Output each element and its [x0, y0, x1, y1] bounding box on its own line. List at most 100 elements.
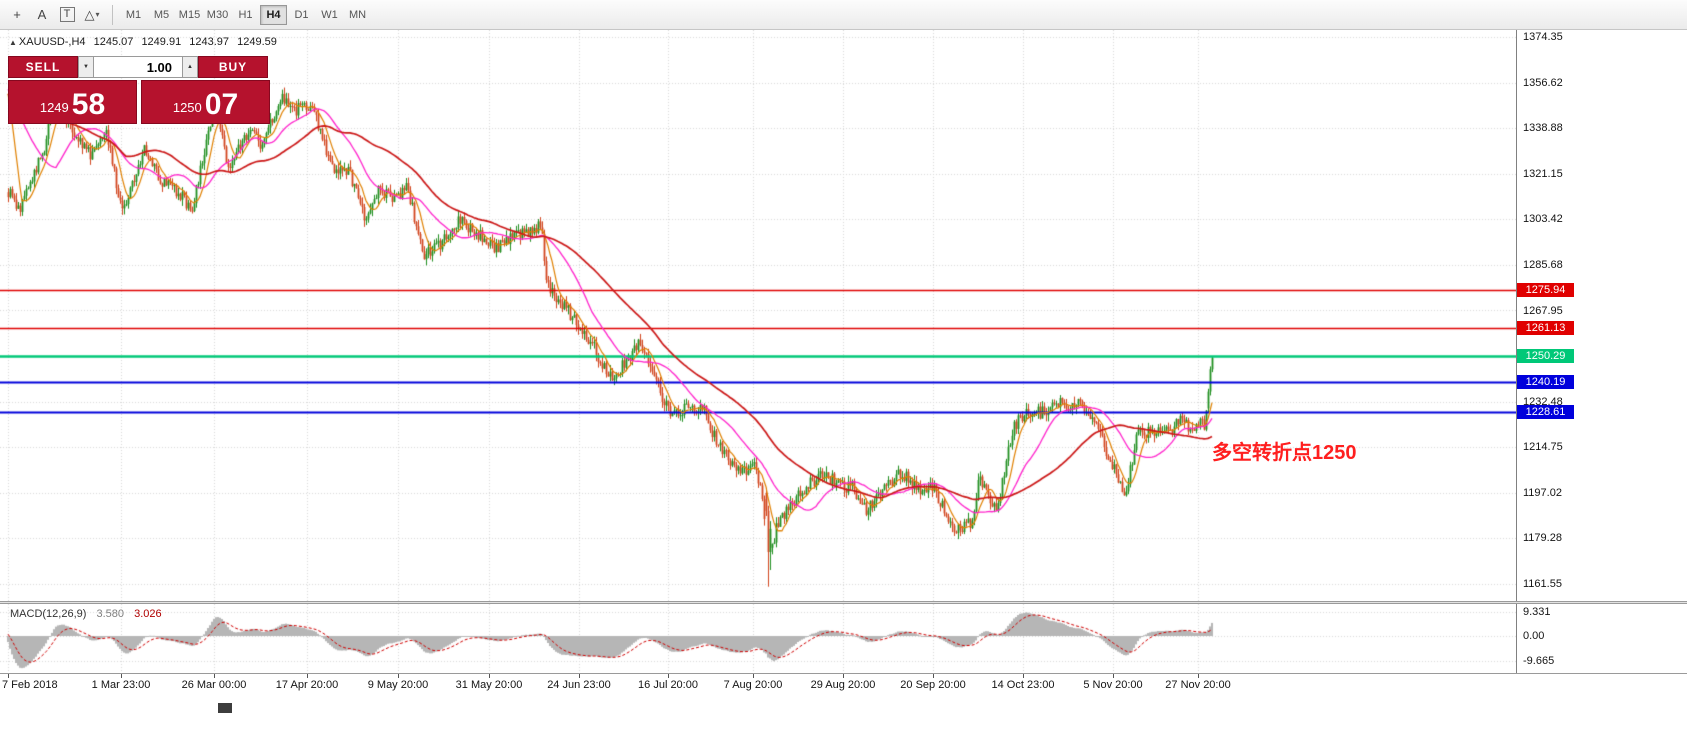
price-scale-tick-label: 1338.88 [1523, 122, 1563, 135]
timeframe-button-H4[interactable]: H4 [260, 4, 287, 25]
time-axis-tick [753, 674, 754, 678]
macd-main-value: 3.580 [96, 608, 125, 620]
price-scale-tick-label: 1303.42 [1523, 213, 1563, 226]
price-level-label-support: 1240.19 [1517, 374, 1574, 389]
ask-price-big-digits: 07 [204, 88, 239, 121]
time-axis-tick [398, 674, 399, 678]
buy-button[interactable]: BUY [198, 56, 268, 78]
timeframe-toolbar: M1 M5 M15 M30 H1 H4 D1 W1 MN [120, 4, 372, 25]
time-axis[interactable]: 7 Feb 2018 1 Mar 23:00 26 Mar 00:00 17 Apr … [0, 674, 1687, 696]
panel-separator[interactable] [0, 601, 1687, 604]
time-axis-label: 9 May 20:00 [367, 679, 429, 691]
timeframe-button-M1[interactable]: M1 [120, 5, 147, 25]
time-axis-tick [843, 674, 844, 678]
chevron-up-icon: ▲ [187, 64, 193, 70]
time-axis-tick [668, 674, 669, 678]
quote-header: ▲ XAUUSD-,H4 1245.07 1249.91 1243.97 1249… [9, 36, 282, 48]
crosshair-icon-glyph: + [13, 7, 21, 22]
timeframe-button-M5[interactable]: M5 [148, 5, 175, 25]
price-scale-tick-label: 1374.35 [1523, 31, 1563, 43]
time-axis-label: 17 Apr 20:00 [275, 679, 339, 691]
macd-signal-value: 3.026 [134, 608, 162, 620]
bottom-strip [0, 696, 1687, 752]
time-axis-tick [8, 674, 9, 678]
time-axis-label: 20 Sep 20:00 [900, 679, 966, 691]
candlestick-chart-canvas[interactable] [0, 30, 1516, 601]
timeframe-button-D1[interactable]: D1 [288, 5, 315, 25]
timeframe-button-W1[interactable]: W1 [316, 5, 343, 25]
price-scale[interactable] [1516, 30, 1687, 696]
toolbar: + A T △ ▾ M1 M5 M15 M30 H1 H4 D1 W1 MN [0, 0, 1687, 30]
time-axis-tick [1023, 674, 1024, 678]
timeframe-button-H1[interactable]: H1 [232, 5, 259, 25]
time-axis-label: 7 Aug 20:00 [723, 679, 783, 691]
price-scale-tick-label: 1179.28 [1523, 532, 1562, 545]
line-studies-toolbar: + A T △ ▾ [5, 3, 105, 27]
time-axis-tick [307, 674, 308, 678]
ask-price-prefix: 1250 [172, 100, 202, 115]
ask-price-display[interactable]: 1250 07 [141, 80, 270, 124]
bid-price-prefix: 1249 [39, 100, 69, 115]
dropdown-arrow-icon: ▾ [95, 10, 100, 19]
price-scale-tick-label: 1197.02 [1523, 486, 1562, 499]
time-axis-label: 24 Jun 23:00 [547, 679, 611, 691]
chart-text-annotation: 多空转折点1250 [1212, 442, 1357, 464]
text-box-icon-glyph: T [59, 7, 75, 22]
price-scale-tick-label: 1356.62 [1523, 76, 1563, 89]
toolbar-separator [112, 4, 113, 25]
close-value: 1249.59 [237, 36, 277, 48]
price-scale-tick-label: 1267.95 [1523, 304, 1563, 317]
time-axis-label: 26 Mar 00:00 [181, 679, 247, 691]
axis-separator [0, 673, 1687, 674]
bid-price-big-digits: 58 [71, 88, 106, 121]
trend-up-icon: ▲ [9, 38, 17, 47]
price-scale-tick-label: 1321.15 [1523, 167, 1563, 180]
time-axis-tick [121, 674, 122, 678]
text-label-icon[interactable]: A [30, 3, 54, 27]
macd-indicator-label: MACD(12,26,9) 3.580 3.026 [10, 608, 162, 620]
timeframe-button-M30[interactable]: M30 [204, 5, 231, 25]
high-value: 1249.91 [141, 36, 182, 48]
time-axis-tick [1113, 674, 1114, 678]
time-axis-label: 14 Oct 23:00 [991, 679, 1055, 691]
shapes-icon-glyph: △ [84, 6, 95, 22]
bottom-strip-marker [218, 703, 232, 713]
macd-scale-label: 9.331 [1523, 606, 1551, 618]
timeframe-button-MN[interactable]: MN [344, 5, 371, 25]
price-level-label-support: 1228.61 [1517, 404, 1574, 419]
price-scale-tick-label: 1161.55 [1523, 578, 1562, 590]
low-value: 1243.97 [189, 36, 230, 48]
time-axis-tick [214, 674, 215, 678]
macd-scale-label: 0.00 [1523, 630, 1545, 642]
volume-up-button[interactable]: ▲ [182, 56, 198, 78]
volume-dropdown-button[interactable]: ▼ [78, 56, 94, 78]
time-axis-tick [1198, 674, 1199, 678]
price-level-label-pivot: 1250.29 [1517, 348, 1574, 363]
shapes-icon[interactable]: △ ▾ [80, 3, 104, 27]
price-scale-tick-label: 1285.68 [1523, 258, 1563, 271]
chevron-down-icon: ▼ [83, 64, 89, 70]
bid-price-display[interactable]: 1249 58 [8, 80, 137, 124]
price-scale-tick-label: 1214.75 [1523, 441, 1563, 454]
timeframe-button-M15[interactable]: M15 [176, 5, 203, 25]
macd-indicator-canvas[interactable] [0, 604, 1516, 673]
time-axis-label: 29 Aug 20:00 [810, 679, 876, 691]
symbol-timeframe-label: XAUUSD-,H4 [18, 36, 86, 48]
time-axis-label: 27 Nov 20:00 [1165, 679, 1231, 691]
time-axis-label: 1 Mar 23:00 [91, 679, 151, 691]
time-axis-tick [579, 674, 580, 678]
open-value: 1245.07 [93, 36, 134, 48]
volume-input[interactable] [94, 56, 182, 78]
price-level-label-resistance: 1261.13 [1517, 321, 1574, 336]
time-axis-label: 7 Feb 2018 [2, 679, 58, 691]
text-label-icon-glyph: A [37, 7, 47, 22]
time-axis-tick [489, 674, 490, 678]
text-box-icon[interactable]: T [55, 3, 79, 27]
macd-scale-label: -9.665 [1523, 654, 1555, 667]
time-axis-label: 5 Nov 20:00 [1083, 679, 1143, 691]
macd-title: MACD(12,26,9) [10, 608, 87, 620]
price-level-label-resistance: 1275.94 [1517, 282, 1574, 297]
time-axis-label: 31 May 20:00 [455, 679, 523, 691]
sell-button[interactable]: SELL [8, 56, 78, 78]
crosshair-icon[interactable]: + [5, 3, 29, 27]
